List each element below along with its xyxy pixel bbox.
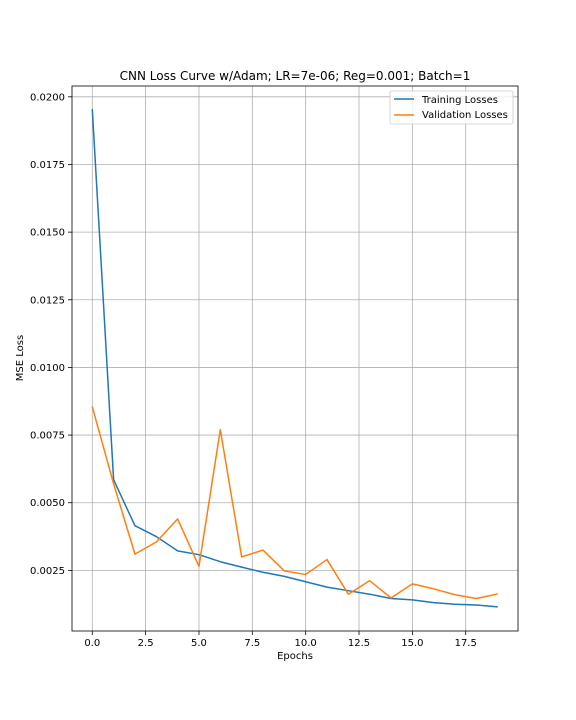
- y-tick-label: 0.0025: [30, 566, 65, 577]
- x-tick-label: 10.0: [295, 638, 317, 649]
- y-tick-label: 0.0050: [30, 498, 65, 509]
- x-tick-label: 12.5: [348, 638, 370, 649]
- plot-frame: [71, 85, 519, 632]
- legend-label-validation: Validation Losses: [422, 110, 508, 121]
- validation-loss-line: [91, 406, 498, 600]
- x-tick-label: 17.5: [455, 638, 477, 649]
- x-tick-label: 5.0: [191, 638, 207, 649]
- y-tick-label: 0.0200: [30, 92, 65, 103]
- tick-layer: 0.0 2.5 5.0 7.5 10.0 12.5 15.0 17.5 0.0025 0.0050…: [30, 92, 477, 649]
- legend-label-training: Training Losses: [421, 95, 498, 106]
- y-tick-label: 0.0150: [30, 228, 65, 239]
- grid-layer: [72, 86, 518, 631]
- y-tick-label: 0.0125: [30, 295, 65, 306]
- x-tick-label: 0.0: [84, 638, 100, 649]
- y-tick-label: 0.0075: [30, 431, 65, 442]
- series-layer: [91, 108, 498, 608]
- x-axis-label: Epochs: [277, 651, 313, 662]
- y-tick-label: 0.0175: [30, 160, 65, 171]
- legend: Training Losses Validation Losses: [389, 90, 514, 125]
- x-tick-label: 15.0: [401, 638, 423, 649]
- legend-box: [389, 90, 514, 125]
- y-tick-label: 0.0100: [30, 363, 65, 374]
- x-tick-label: 7.5: [244, 638, 260, 649]
- chart-title: CNN Loss Curve w/Adam; LR=7e-06; Reg=0.0…: [120, 69, 471, 83]
- x-tick-label: 2.5: [138, 638, 154, 649]
- y-axis-label: MSE Loss: [15, 335, 26, 381]
